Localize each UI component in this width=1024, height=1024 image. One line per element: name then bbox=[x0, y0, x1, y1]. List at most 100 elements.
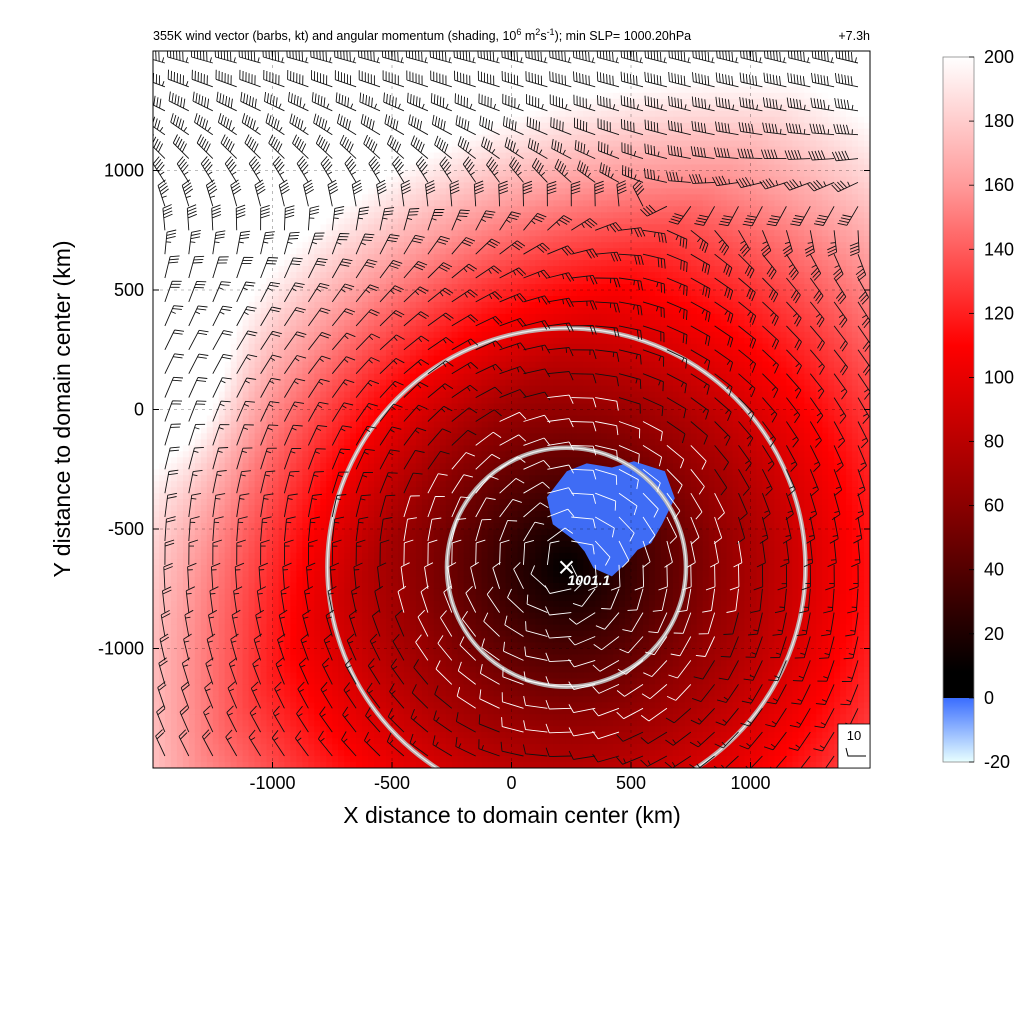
heatmap-cell bbox=[188, 152, 196, 160]
heatmap-cell bbox=[230, 756, 238, 763]
heatmap-cell bbox=[272, 284, 280, 291]
heatmap-cell bbox=[308, 714, 315, 721]
heatmap-cell bbox=[260, 134, 268, 142]
heatmap-cell bbox=[254, 403, 262, 411]
heatmap-cell bbox=[200, 194, 208, 201]
heatmap-cell bbox=[296, 499, 303, 506]
heatmap-cell bbox=[218, 337, 226, 345]
heatmap-cell bbox=[260, 654, 268, 662]
heatmap-cell bbox=[272, 630, 280, 638]
heatmap-cell bbox=[302, 385, 309, 393]
heatmap-cell bbox=[159, 170, 166, 178]
heatmap-cell bbox=[380, 92, 387, 100]
heatmap-cell bbox=[386, 278, 393, 285]
heatmap-cell bbox=[356, 98, 363, 106]
heatmap-cell bbox=[344, 612, 351, 620]
heatmap-cell bbox=[266, 236, 274, 243]
heatmap-cell bbox=[350, 469, 357, 476]
heatmap-cell bbox=[206, 122, 214, 130]
heatmap-cell bbox=[284, 188, 291, 195]
heatmap-cell bbox=[278, 104, 286, 112]
heatmap-cell bbox=[284, 296, 291, 303]
heatmap-cell bbox=[308, 690, 315, 697]
heatmap-cell bbox=[284, 570, 291, 578]
heatmap-cell bbox=[218, 594, 226, 602]
heatmap-cell bbox=[236, 182, 244, 189]
heatmap-cell bbox=[254, 319, 262, 327]
heatmap-cell bbox=[368, 523, 375, 530]
heatmap-cell bbox=[296, 152, 303, 160]
heatmap-cell bbox=[254, 702, 262, 709]
heatmap-cell bbox=[254, 612, 262, 620]
heatmap-cell bbox=[153, 290, 160, 297]
heatmap-cell bbox=[212, 690, 220, 697]
heatmap-cell bbox=[362, 642, 369, 650]
heatmap-cell bbox=[266, 104, 274, 112]
heatmap-cell bbox=[356, 272, 363, 279]
heatmap-cell bbox=[260, 469, 268, 476]
heatmap-cell bbox=[344, 457, 351, 464]
heatmap-cell bbox=[260, 194, 268, 201]
heatmap-cell bbox=[248, 236, 256, 243]
heatmap-cell bbox=[266, 564, 274, 572]
heatmap-cell bbox=[272, 51, 280, 58]
heatmap-cell bbox=[392, 236, 399, 243]
heatmap-cell bbox=[278, 499, 286, 506]
heatmap-cell bbox=[290, 224, 297, 231]
heatmap-cell bbox=[386, 367, 393, 375]
heatmap-cell bbox=[380, 475, 387, 482]
heatmap-cell bbox=[338, 361, 345, 369]
heatmap-cell bbox=[254, 68, 262, 76]
heatmap-cell bbox=[230, 248, 238, 255]
heatmap-cell bbox=[153, 511, 160, 518]
heatmap-cell bbox=[153, 762, 160, 768]
heatmap-cell bbox=[218, 511, 226, 518]
heatmap-cell bbox=[170, 696, 178, 703]
heatmap-cell bbox=[236, 296, 244, 303]
heatmap-cell bbox=[320, 630, 327, 638]
heatmap-cell bbox=[170, 331, 178, 339]
heatmap-cell bbox=[326, 116, 333, 124]
heatmap-cell bbox=[230, 732, 238, 739]
heatmap-cell bbox=[236, 708, 244, 715]
heatmap-cell bbox=[194, 361, 202, 369]
heatmap-cell bbox=[338, 409, 345, 417]
heatmap-cell bbox=[188, 696, 196, 703]
heatmap-cell bbox=[380, 624, 387, 632]
heatmap-cell bbox=[170, 194, 178, 201]
heatmap-cell bbox=[320, 744, 327, 751]
heatmap-cell bbox=[194, 696, 202, 703]
heatmap-cell bbox=[248, 170, 256, 178]
heatmap-cell bbox=[314, 319, 321, 327]
heatmap-cell bbox=[320, 618, 327, 626]
heatmap-cell bbox=[260, 421, 268, 429]
heatmap-cell bbox=[194, 726, 202, 733]
heatmap-cell bbox=[380, 140, 387, 148]
heatmap-cell bbox=[362, 373, 369, 381]
heatmap-cell bbox=[200, 588, 208, 596]
heatmap-cell bbox=[266, 439, 274, 446]
heatmap-cell bbox=[206, 696, 214, 703]
heatmap-cell bbox=[182, 469, 190, 476]
heatmap-cell bbox=[386, 92, 393, 100]
heatmap-cell bbox=[188, 546, 196, 554]
heatmap-cell bbox=[248, 337, 256, 345]
heatmap-cell bbox=[188, 397, 196, 405]
heatmap-cell bbox=[326, 254, 333, 261]
heatmap-cell bbox=[350, 756, 357, 763]
heatmap-cell bbox=[356, 732, 363, 739]
heatmap-cell bbox=[338, 594, 345, 602]
heatmap-cell bbox=[188, 433, 196, 440]
heatmap-cell bbox=[188, 57, 196, 64]
heatmap-cell bbox=[266, 176, 274, 184]
heatmap-cell bbox=[188, 415, 196, 423]
heatmap-cell bbox=[314, 224, 321, 231]
heatmap-cell bbox=[266, 182, 274, 189]
heatmap-cell bbox=[194, 756, 202, 763]
heatmap-cell bbox=[332, 636, 339, 644]
heatmap-cell bbox=[164, 194, 172, 201]
heatmap-cell bbox=[290, 284, 297, 291]
heatmap-cell bbox=[398, 236, 405, 243]
heatmap-cell bbox=[398, 206, 405, 213]
heatmap-cell bbox=[153, 529, 160, 536]
